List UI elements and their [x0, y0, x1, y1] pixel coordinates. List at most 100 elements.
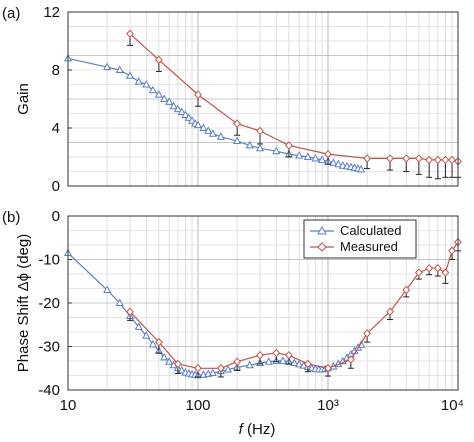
data-point-calculated [204, 126, 213, 134]
data-point-measured [414, 154, 423, 163]
gain-y-ticks: 0 4 8 12 [43, 4, 72, 195]
data-point-measured [217, 364, 225, 373]
x-tick-label: 10³ [317, 397, 339, 414]
data-point-measured [233, 357, 242, 366]
gain-plot-frame [67, 11, 459, 187]
data-point-measured [414, 268, 423, 277]
x-tick-label: 10⁴ [441, 397, 464, 414]
data-point-calculated [318, 155, 327, 163]
data-point-calculated [165, 97, 174, 105]
legend: Calculated Measured [303, 219, 417, 259]
data-point-calculated [103, 62, 112, 71]
data-point-calculated [177, 365, 186, 374]
data-point-measured [126, 307, 134, 316]
gain-panel: 0 4 8 12 Gain (a) [2, 4, 462, 195]
data-point-calculated [165, 357, 174, 365]
data-point-calculated [208, 129, 217, 137]
data-point-calculated [154, 90, 163, 98]
data-point-measured [402, 285, 411, 295]
data-point-measured [425, 263, 434, 273]
data-point-calculated [115, 65, 124, 73]
data-point-calculated [295, 359, 304, 368]
data-point-measured [272, 348, 281, 358]
legend-diamond-marker [317, 242, 327, 252]
phase-y-axis-label: Phase Shift Δϕ (deg) [15, 234, 32, 373]
panel-label-a: (a) [2, 5, 20, 22]
data-point-calculated [188, 116, 197, 124]
data-point-measured [386, 307, 394, 316]
data-point-calculated [357, 164, 366, 173]
data-point-measured [126, 29, 134, 38]
x-tick-label: 10 [60, 397, 77, 414]
data-point-calculated [134, 322, 143, 330]
data-point-measured [256, 126, 264, 136]
legend-label-calculated: Calculated [340, 223, 401, 238]
data-point-calculated [334, 159, 343, 168]
data-point-calculated [311, 153, 320, 162]
x-axis-label: f (Hz) [239, 421, 276, 438]
data-point-measured [441, 268, 450, 277]
gain-series [63, 29, 462, 180]
data-point-calculated [338, 161, 347, 169]
data-point-measured [347, 355, 355, 364]
legend-triangle-marker [317, 225, 327, 235]
data-point-calculated [148, 85, 157, 94]
legend-label-measured: Measured [340, 239, 398, 254]
y-tick-label: 0 [52, 178, 60, 195]
data-point-calculated [184, 113, 193, 121]
data-point-calculated [125, 71, 135, 79]
data-point-calculated [134, 77, 143, 85]
legend-box [303, 219, 417, 259]
data-point-calculated [223, 364, 232, 373]
y-tick-label: -20 [38, 295, 60, 312]
data-point-calculated [295, 150, 304, 159]
phase-series [63, 237, 462, 379]
data-point-measured [256, 350, 264, 360]
data-point-measured [284, 350, 293, 360]
data-point-measured [233, 119, 242, 128]
data-point-calculated [278, 356, 287, 364]
phase-panel: 0 -10 -20 -30 -40 10 100 10³ 10⁴ Phase Shift Δϕ… [2, 208, 464, 438]
data-point-calculated [290, 358, 299, 367]
data-point-calculated [177, 107, 186, 116]
data-point-measured [324, 364, 332, 373]
x-tick-label: 100 [185, 397, 210, 414]
data-point-calculated [272, 146, 281, 155]
data-point-measured [402, 154, 411, 163]
data-point-measured [154, 55, 163, 65]
data-point-calculated [264, 357, 273, 365]
data-point-measured [386, 154, 394, 163]
data-point-measured [303, 359, 312, 369]
data-point-calculated [216, 132, 225, 140]
legend-marker-calculated [317, 225, 327, 235]
data-point-calculated [233, 136, 242, 145]
data-point-measured [194, 364, 202, 373]
y-tick-label: -10 [38, 252, 60, 269]
y-tick-label: 0 [52, 208, 60, 225]
data-point-calculated [181, 110, 190, 118]
data-point-measured [173, 359, 182, 369]
data-point-calculated [303, 152, 312, 160]
data-point-calculated [199, 123, 208, 131]
data-point-measured [363, 154, 372, 163]
data-point-calculated [160, 94, 169, 102]
data-point-measured [154, 337, 163, 347]
data-point-measured [433, 263, 442, 273]
phase-y-ticks: 0 -10 -20 -30 -40 [38, 208, 72, 399]
data-point-measured [448, 155, 456, 165]
data-point-calculated [245, 360, 254, 369]
data-point-measured [448, 246, 456, 256]
data-point-calculated [193, 120, 203, 129]
data-point-calculated [173, 104, 182, 113]
y-tick-label: -30 [38, 339, 60, 356]
data-point-measured [194, 90, 202, 99]
x-axis-label-var: f [239, 421, 245, 438]
data-point-calculated [255, 143, 265, 152]
data-point-calculated [103, 285, 112, 293]
y-tick-label: 4 [52, 120, 60, 137]
data-point-calculated [208, 368, 217, 377]
y-tick-label: 12 [43, 4, 60, 21]
data-point-measured [284, 141, 293, 150]
x-axis-label-unit: (Hz) [243, 421, 276, 438]
